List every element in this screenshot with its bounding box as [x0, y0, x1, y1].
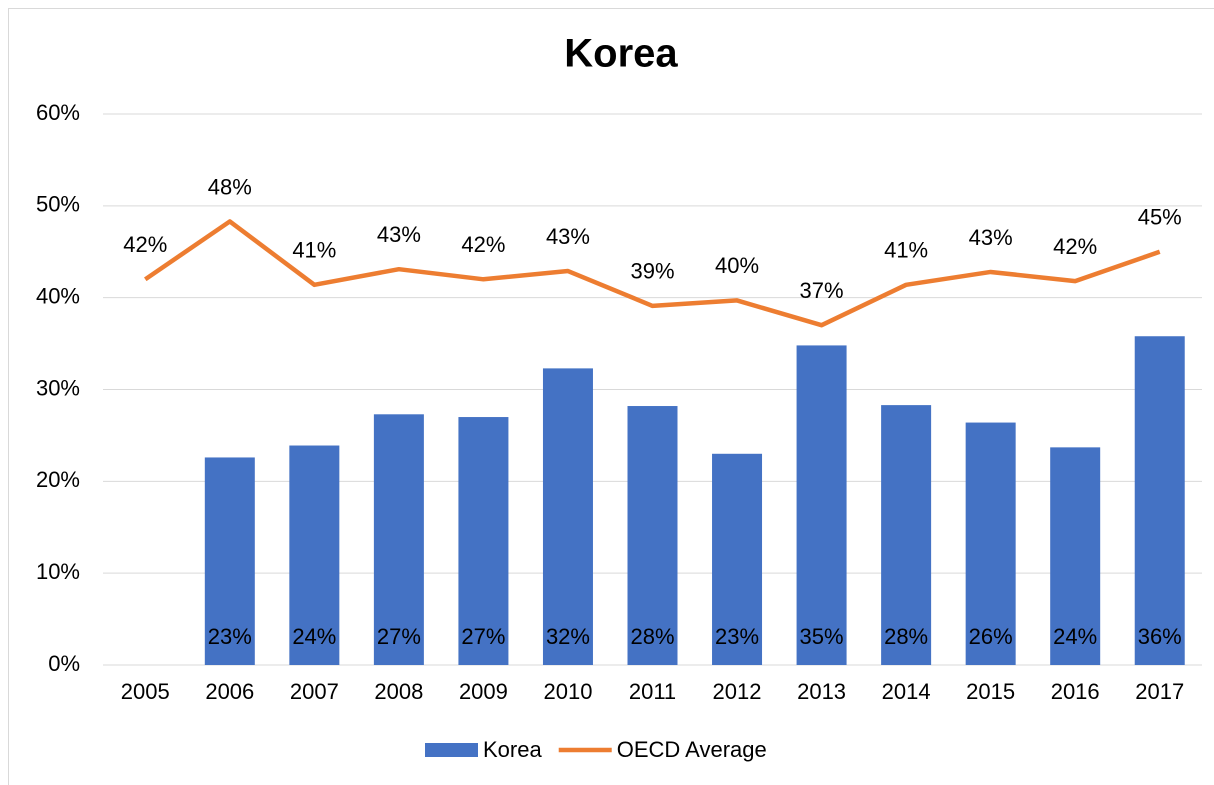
x-tick-label: 2015: [966, 679, 1015, 704]
legend-label: Korea: [483, 737, 542, 762]
y-tick-label: 20%: [36, 467, 80, 492]
x-tick-label: 2011: [629, 679, 676, 704]
data-label: 23%: [208, 624, 252, 649]
y-tick-label: 40%: [36, 283, 80, 308]
data-label: 41%: [292, 238, 336, 263]
data-label: 42%: [123, 232, 167, 257]
x-tick-label: 2006: [205, 679, 254, 704]
data-label: 43%: [969, 225, 1013, 250]
bar: [712, 453, 763, 665]
data-label: 24%: [1053, 624, 1097, 649]
x-tick-label: 2017: [1135, 679, 1184, 704]
y-tick-label: 60%: [36, 100, 80, 125]
data-label: 36%: [1138, 624, 1182, 649]
data-label: 28%: [884, 624, 928, 649]
bar: [458, 417, 509, 665]
data-label: 27%: [461, 624, 505, 649]
data-label: 32%: [546, 624, 590, 649]
data-label: 48%: [208, 174, 252, 199]
bar: [1050, 447, 1101, 665]
x-tick-label: 2013: [797, 679, 846, 704]
data-label: 41%: [884, 238, 928, 263]
bar: [204, 457, 255, 665]
chart-title: Korea: [564, 32, 678, 76]
data-label: 42%: [461, 232, 505, 257]
bar: [542, 368, 593, 665]
x-tick-label: 2007: [290, 679, 339, 704]
x-tick-label: 2010: [543, 679, 592, 704]
y-tick-label: 0%: [48, 651, 80, 676]
data-label: 27%: [377, 624, 421, 649]
data-label: 37%: [800, 278, 844, 303]
line: [143, 219, 1161, 328]
x-tick-label: 2014: [882, 679, 931, 704]
bar: [965, 422, 1016, 665]
data-label: 45%: [1138, 205, 1182, 230]
data-label: 43%: [546, 224, 590, 249]
bar: [881, 405, 932, 665]
bar: [373, 414, 424, 665]
x-tick-label: 2016: [1051, 679, 1100, 704]
data-label: 23%: [715, 624, 759, 649]
x-tick-label: 2009: [459, 679, 508, 704]
bar: [796, 345, 847, 665]
x-tick-label: 2005: [121, 679, 170, 704]
data-label: 26%: [969, 624, 1013, 649]
y-tick-label: 30%: [36, 375, 80, 400]
legend-swatch: [425, 743, 478, 757]
bar: [1134, 336, 1185, 665]
data-label: 28%: [630, 624, 674, 649]
legend-label: OECD Average: [617, 737, 767, 762]
y-tick-label: 10%: [36, 559, 80, 584]
data-label: 24%: [292, 624, 336, 649]
x-tick-label: 2008: [374, 679, 423, 704]
data-label: 35%: [800, 624, 844, 649]
data-label: 43%: [377, 222, 421, 247]
chart-border: [8, 8, 1214, 785]
data-label: 40%: [715, 253, 759, 278]
data-label: 39%: [630, 259, 674, 284]
y-tick-label: 50%: [36, 192, 80, 217]
x-tick-label: 2012: [713, 679, 762, 704]
bar: [289, 445, 340, 665]
data-label: 42%: [1053, 234, 1097, 259]
bar: [627, 406, 678, 665]
